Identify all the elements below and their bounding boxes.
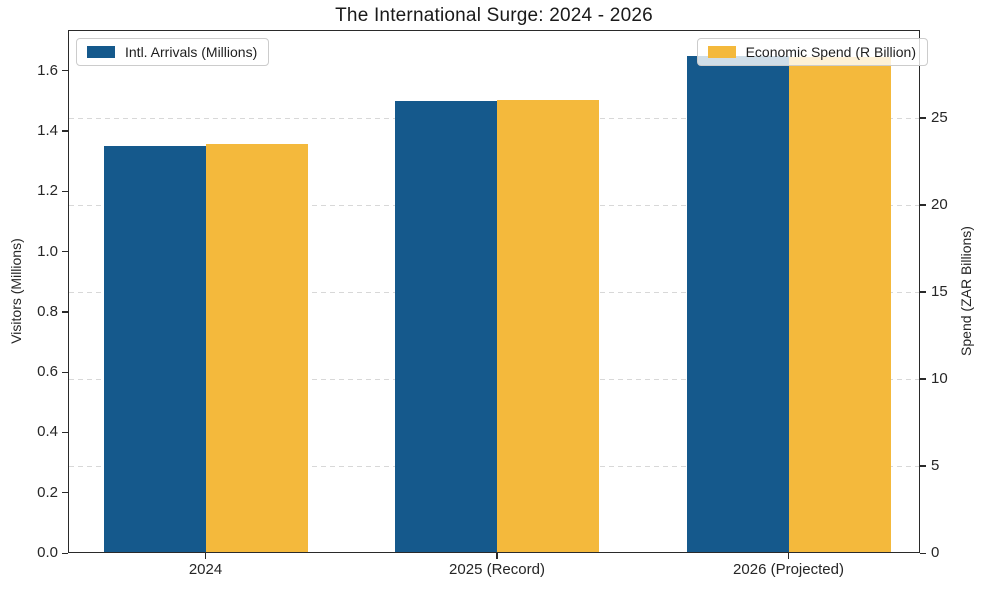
left-tick [62, 130, 68, 132]
legend-spend-label: Economic Spend (R Billion) [745, 44, 916, 60]
chart-title: The International Surge: 2024 - 2026 [335, 5, 653, 26]
left-tick [62, 311, 68, 313]
left-tick [62, 190, 68, 192]
left-tick-label: 1.2 [37, 182, 58, 200]
left-tick-label: 0.0 [37, 544, 58, 561]
left-tick-label: 1.0 [37, 242, 58, 260]
right-tick [920, 117, 926, 119]
left-tick [62, 371, 68, 373]
arrivals-swatch-icon [87, 46, 115, 58]
left-tick-label: 1.4 [37, 121, 58, 139]
x-tick [787, 553, 790, 559]
x-tick [496, 553, 498, 559]
left-tick-label: 0.2 [37, 483, 58, 501]
right-tick-label: 0 [931, 544, 940, 561]
left-tick [62, 70, 68, 72]
right-tick-label: 5 [931, 456, 940, 474]
spend-swatch-icon [707, 46, 736, 58]
right-tick-label: 15 [931, 282, 948, 300]
right-tick [920, 552, 926, 554]
left-tick [62, 552, 68, 554]
legend-arrivals: Intl. Arrivals (Millions) [76, 38, 270, 66]
bar-spend-3 [788, 56, 891, 553]
right-tick-label: 20 [931, 195, 948, 213]
left-tick [62, 492, 68, 494]
right-tick [920, 291, 926, 293]
left-tick-label: 1.6 [37, 61, 58, 79]
bar-arrivals-1 [103, 146, 206, 553]
bar-arrivals-3 [686, 55, 789, 553]
right-tick [920, 204, 926, 206]
right-tick-label: 25 [931, 108, 948, 126]
x-tick [204, 553, 207, 559]
left-tick [62, 431, 68, 434]
x-tick-label: 2024 [188, 561, 223, 578]
right-tick [920, 465, 926, 467]
right-tick [920, 378, 926, 380]
right-tick-label: 10 [931, 369, 948, 387]
x-tick-label: 2025 (Record) [449, 561, 545, 578]
left-tick-label: 0.6 [37, 363, 58, 381]
bar-arrivals-2 [395, 100, 497, 553]
left-tick-label: 0.4 [37, 423, 58, 441]
left-tick-label: 0.8 [37, 302, 58, 320]
bar-spend-2 [497, 100, 599, 553]
legend-arrivals-label: Intl. Arrivals (Millions) [125, 44, 258, 60]
legend-spend: Economic Spend (R Billion) [696, 38, 928, 66]
x-tick-label: 2026 (Projected) [733, 561, 844, 578]
left-tick [62, 251, 68, 253]
bar-spend-1 [205, 143, 308, 553]
